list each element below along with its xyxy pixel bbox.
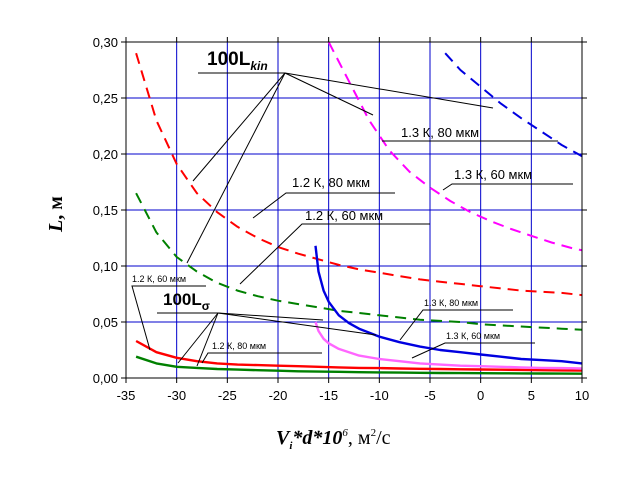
y-tick-label: 0,20 — [93, 147, 118, 162]
x-tick-label: 5 — [528, 388, 535, 403]
x-tick-label: -5 — [424, 388, 436, 403]
lbl-12-80-sig-leader — [201, 352, 322, 364]
kin-leader-blue — [284, 72, 494, 109]
lbl-13-60-sig-leader — [411, 342, 535, 359]
kin-leader-magenta — [284, 72, 374, 116]
lbl-12-60-sig-leader — [131, 285, 206, 351]
series-line-6 — [314, 245, 582, 365]
sigma-leader-4 — [217, 312, 377, 336]
lbl-12-60-kin: 1.2 К, 60 мкм — [305, 208, 383, 223]
y-tick-label: 0,05 — [93, 315, 118, 330]
lbl-12-80-sig: 1.2 К, 80 мкм — [212, 341, 266, 351]
series-line-4 — [135, 339, 582, 372]
x-axis-title: Vi*d*106, м2/с — [276, 427, 391, 452]
series-group — [135, 42, 582, 375]
kin-leader-red — [192, 72, 286, 182]
lbl-12-60-kin-leader — [239, 223, 430, 285]
series-line-1 — [135, 192, 582, 331]
x-tick-label: -30 — [167, 388, 186, 403]
x-tick-label: -10 — [370, 388, 389, 403]
series-line-3 — [327, 42, 582, 252]
lbl-13-80-sig-leader — [399, 309, 513, 341]
sigma-leader-2 — [196, 312, 219, 367]
x-tick-label: 0 — [477, 388, 484, 403]
x-tick-label: -25 — [218, 388, 237, 403]
lbl-13-60-kin-leader — [442, 183, 573, 191]
lbl-12-60-sig: 1.2 К, 60 мкм — [132, 274, 186, 284]
sigma-leader-1 — [177, 312, 219, 364]
x-tick-label: -15 — [319, 388, 338, 403]
lbl-13-60-sig: 1.3 К, 60 мкм — [446, 331, 500, 341]
lbl-12-80-kin: 1.2 К, 80 мкм — [292, 175, 370, 190]
y-tick-label: 0,25 — [93, 91, 118, 106]
sigma-label: 100Lσ — [163, 290, 210, 313]
lbl-12-80-kin-leader — [252, 192, 395, 219]
kin-label: 100Lkin — [207, 49, 268, 73]
sigma-leader-3 — [217, 312, 324, 321]
x-tick-label: -20 — [269, 388, 288, 403]
series-line-2 — [444, 52, 582, 158]
x-tick-label: -35 — [117, 388, 136, 403]
y-tick-label: 0,00 — [93, 371, 118, 386]
series-line-5 — [135, 355, 582, 375]
y-tick-label: 0,30 — [93, 35, 118, 50]
series-line-7 — [314, 321, 582, 370]
ticks: -35 -30 -25 -20 -15 -10 -5 0 5 10 0,00 0,05 0,10 0,15… — [93, 35, 590, 403]
lbl-13-60-kin: 1.3 К, 60 мкм — [454, 167, 532, 182]
x-tick-label: 10 — [575, 388, 589, 403]
series-line-0 — [135, 52, 582, 297]
y-tick-label: 0,10 — [93, 259, 118, 274]
lbl-13-80-sig: 1.3 К, 80 мкм — [424, 298, 478, 308]
annotation-leaders — [131, 72, 573, 367]
y-axis-title: L, м — [45, 196, 67, 233]
kin-leader-green — [186, 72, 286, 264]
lbl-13-80-kin: 1.3 К, 80 мкм — [401, 125, 479, 140]
y-tick-label: 0,15 — [93, 203, 118, 218]
